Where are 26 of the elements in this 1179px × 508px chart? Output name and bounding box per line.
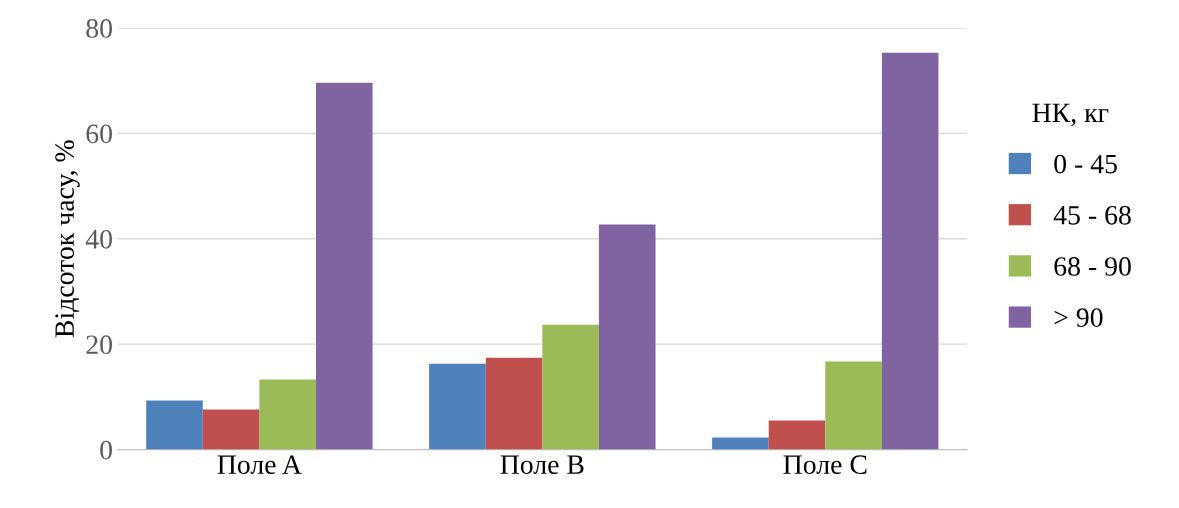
legend-title: НК, кг: [1032, 103, 1109, 127]
bar: [429, 363, 486, 450]
bar: [315, 82, 373, 450]
bar: [825, 361, 882, 450]
y-tick-label: 60: [86, 124, 112, 144]
bar: [146, 400, 203, 450]
legend-label: 45 - 68: [1053, 205, 1131, 225]
legend-label: > 90: [1054, 308, 1103, 328]
legend-label: 0 - 45: [1054, 154, 1117, 174]
bar: [768, 420, 826, 450]
x-tick-label: Поле C: [783, 455, 867, 474]
bar: [202, 409, 260, 450]
y-tick-label: 40: [85, 229, 112, 249]
y-axis-title: Відсоток часу, %: [55, 140, 80, 338]
bar: [712, 437, 769, 450]
bar: [881, 52, 939, 450]
y-tick-label: 0: [100, 440, 112, 460]
legend-label: 68 - 90: [1054, 257, 1131, 276]
bar: [598, 224, 656, 450]
bar: [542, 324, 599, 450]
y-tick-label: 20: [86, 335, 112, 355]
bar: [485, 357, 543, 450]
bar: [259, 379, 316, 450]
x-tick-label: Поле A: [217, 455, 302, 474]
x-tick-label: Поле B: [500, 455, 584, 474]
y-tick-label: 80: [86, 19, 112, 38]
